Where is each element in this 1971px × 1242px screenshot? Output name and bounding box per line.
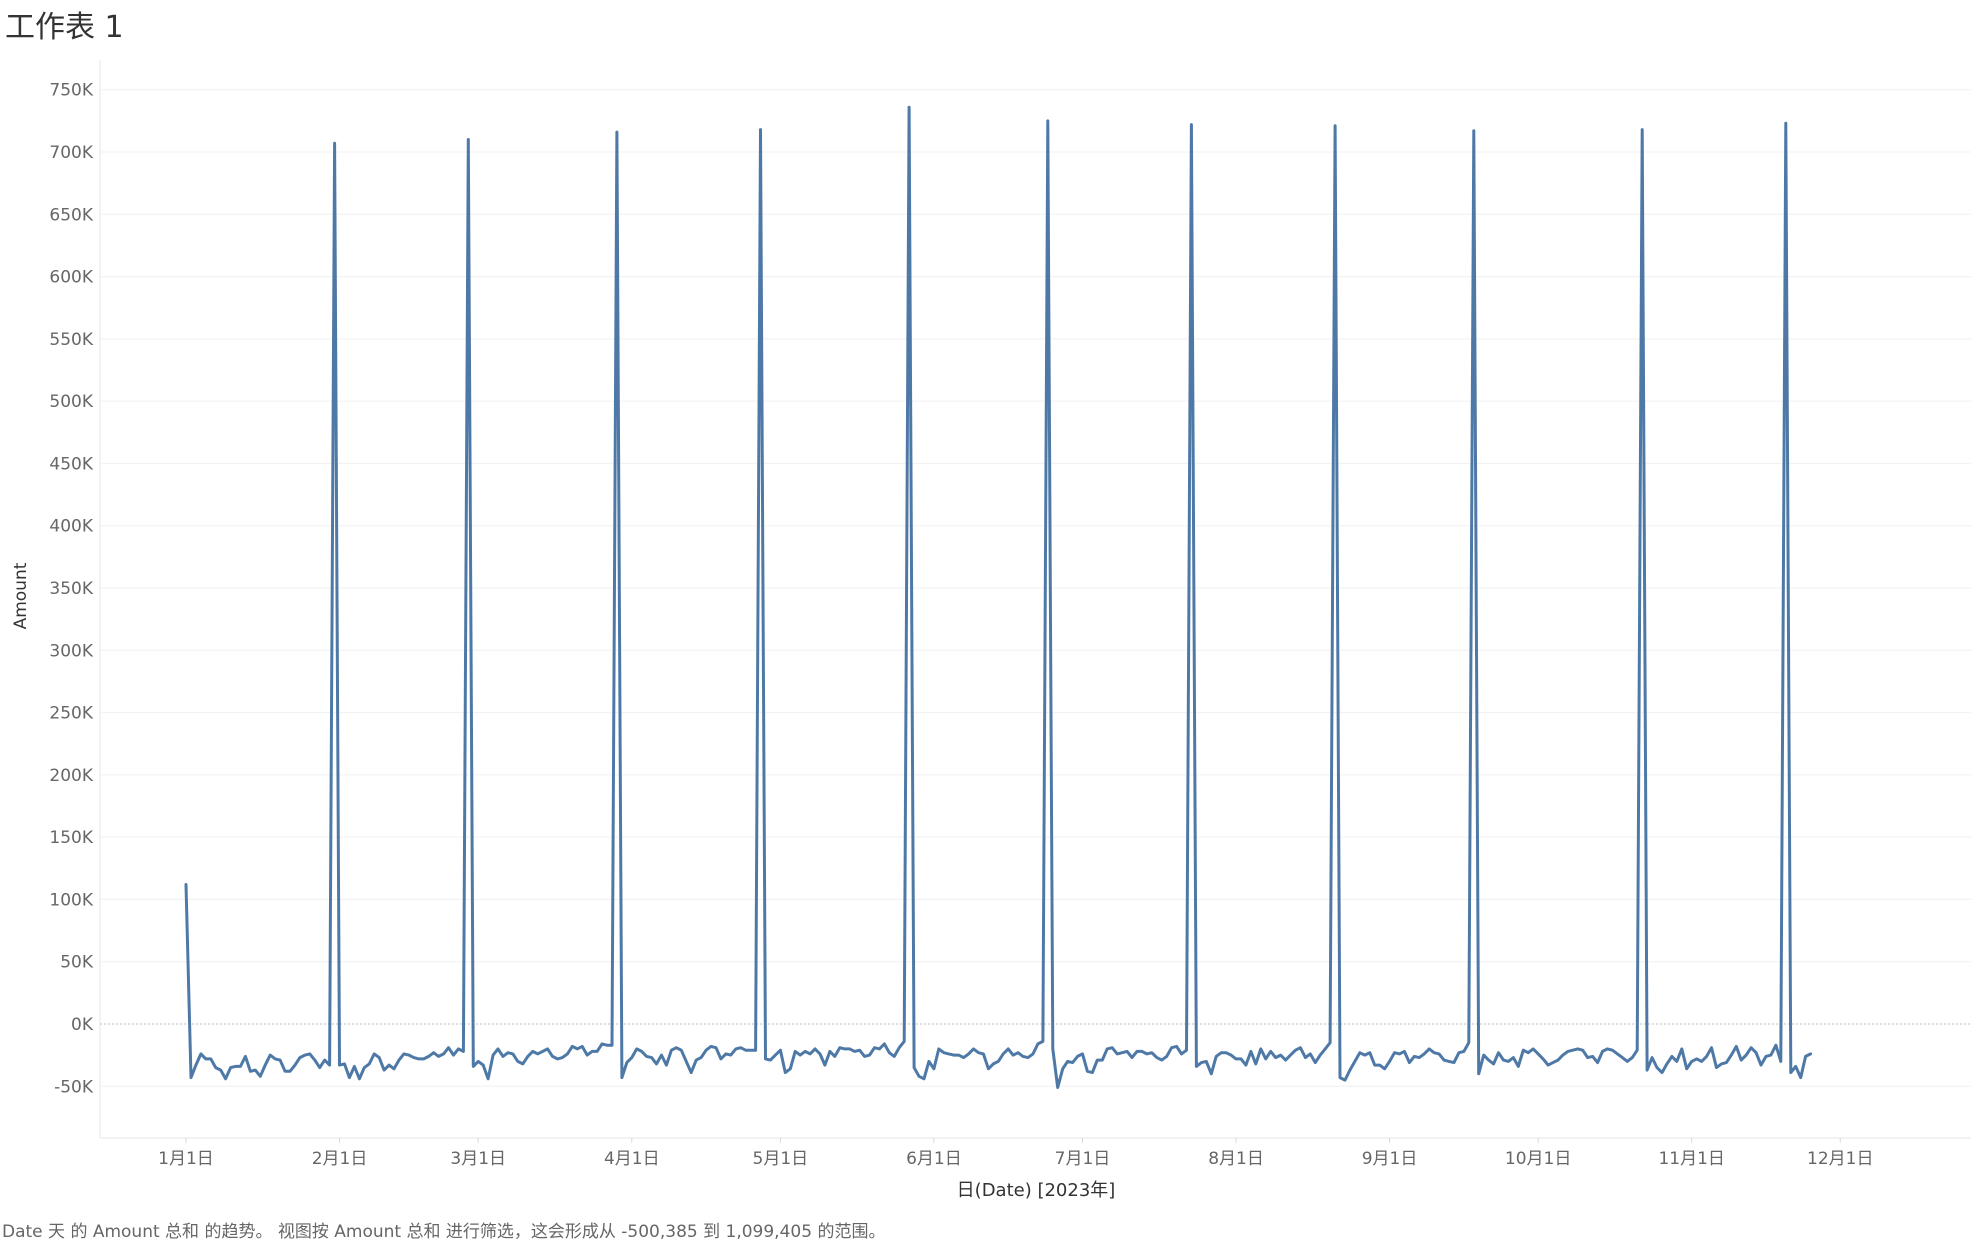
x-tick-label: 5月1日 [753, 1149, 809, 1169]
x-tick-label: 10月1日 [1505, 1149, 1571, 1169]
x-tick-label: 6月1日 [906, 1149, 962, 1169]
x-tick-label: 7月1日 [1055, 1149, 1111, 1169]
x-tick-label: 12月1日 [1807, 1149, 1873, 1169]
x-tick-label: 4月1日 [604, 1149, 660, 1169]
x-axis: 1月1日 2月1日 3月1日 4月1日 5月1日 6月1日 7月1日 8月1日 9月1日 10月1… [158, 1138, 1874, 1169]
y-tick-label: 650K [49, 205, 93, 225]
y-tick-label: 100K [49, 890, 93, 910]
y-tick-label: 450K [49, 454, 93, 474]
y-tick-label: 350K [49, 579, 93, 599]
x-tick-label: 2月1日 [312, 1149, 368, 1169]
x-tick-label: 1月1日 [158, 1149, 214, 1169]
y-tick-label: 200K [49, 766, 93, 786]
y-axis-title: Amount [11, 562, 31, 629]
y-tick-label: 0K [71, 1015, 94, 1035]
sheet-title: 工作表 1 [5, 10, 124, 45]
series-line [184, 105, 1813, 1089]
x-tick-label: 3月1日 [450, 1149, 506, 1169]
chart-caption: Date 天 的 Amount 总和 的趋势。 视图按 Amount 总和 进行… [2, 1222, 886, 1242]
y-axis: 750K 700K 650K 600K 550K 500K 450K 400K 350K 300K… [49, 81, 93, 1098]
y-tick-label: 250K [49, 704, 93, 724]
y-tick-label: 600K [49, 268, 93, 288]
y-tick-label: 400K [49, 517, 93, 537]
y-tick-label: 300K [49, 641, 93, 661]
y-tick-label: 750K [49, 81, 93, 101]
x-tick-label: 9月1日 [1362, 1149, 1418, 1169]
y-tick-label: 500K [49, 392, 93, 412]
y-tick-label: 50K [60, 953, 94, 973]
x-tick-label: 8月1日 [1208, 1149, 1264, 1169]
y-tick-label: 150K [49, 828, 93, 848]
grid-lines [99, 60, 1971, 1139]
series-layer [184, 105, 1813, 1089]
x-axis-title: 日(Date) [2023年] [957, 1180, 1116, 1201]
y-tick-label: 700K [49, 143, 93, 163]
y-tick-label: -50K [54, 1077, 94, 1097]
x-tick-label: 11月1日 [1658, 1149, 1724, 1169]
y-tick-label: 550K [49, 330, 93, 350]
